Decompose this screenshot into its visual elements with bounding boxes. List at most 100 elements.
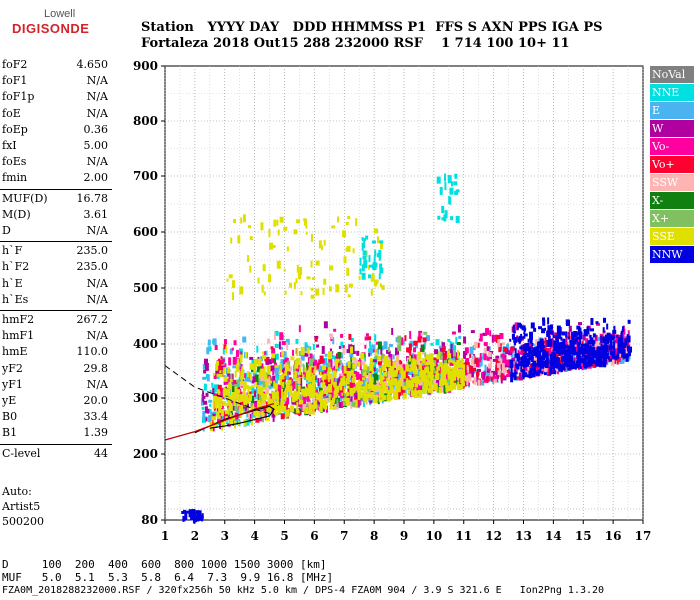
echo-mark-w	[567, 331, 571, 339]
echo-mark-nne	[207, 346, 212, 352]
echo-mark-sse	[236, 401, 240, 407]
param-row-hf2: h`F2 235.0	[2, 260, 108, 276]
echo-mark-sse	[430, 361, 435, 370]
echo-mark-nne	[436, 176, 441, 184]
echo-mark-nnw	[627, 349, 631, 357]
echo-mark-vo	[214, 344, 218, 350]
echo-mark-sse	[238, 406, 242, 414]
echo-mark-nne	[379, 263, 383, 269]
echo-mark-nnw	[192, 509, 195, 518]
echo-mark-e	[242, 336, 247, 343]
echo-mark-sse	[304, 367, 307, 373]
x-tick-label: 1	[161, 529, 169, 543]
echo-mark-sse	[226, 278, 229, 282]
echo-mark-vo	[409, 330, 412, 339]
echo-mark-vo	[232, 356, 237, 365]
echo-mark-sse	[452, 372, 457, 381]
echo-mark-sse	[274, 364, 279, 368]
legend-item-nne: NNE	[650, 84, 694, 101]
echo-mark-vo	[474, 357, 479, 366]
echo-mark-nnw	[579, 349, 584, 353]
param-row-hf: h`F 235.0	[2, 244, 108, 260]
echo-mark-nnw	[550, 324, 554, 330]
legend-item-vo: Vo+	[650, 156, 694, 173]
echo-mark-vo	[413, 340, 418, 346]
echo-mark-sse	[321, 377, 325, 381]
echo-mark-sse	[343, 389, 346, 393]
echo-mark-e	[333, 378, 338, 384]
echo-mark-nnw	[577, 341, 581, 348]
echo-mark-sse	[457, 384, 461, 390]
echo-mark-e	[279, 346, 283, 350]
echo-mark-nnw	[588, 353, 591, 360]
echo-mark-sse	[304, 392, 308, 397]
echo-mark-x	[420, 344, 425, 352]
echo-mark-nnw	[531, 367, 536, 372]
echo-mark-sse	[426, 384, 429, 390]
echo-mark-nne	[340, 341, 344, 349]
echo-mark-ssw	[498, 362, 501, 370]
echo-mark-nne	[364, 257, 367, 264]
echo-mark-sse	[353, 387, 357, 392]
echo-mark-vo	[375, 341, 379, 345]
echo-mark-sse	[328, 373, 333, 378]
echo-mark-nnw	[624, 354, 627, 358]
echo-mark-e	[202, 410, 206, 419]
legend-item-e: E	[650, 102, 694, 119]
echo-mark-sse	[305, 372, 310, 381]
echo-mark-vo	[297, 412, 302, 416]
echo-mark-sse	[391, 374, 396, 378]
echo-mark-nnw	[602, 327, 605, 333]
param-label: foEp	[2, 122, 28, 136]
echo-mark-nne	[202, 364, 205, 370]
echo-mark-sse	[308, 402, 311, 411]
echo-mark-w	[573, 357, 576, 362]
param-label: yF1	[2, 377, 23, 391]
echo-mark-vo	[352, 370, 357, 376]
echo-mark-vo	[551, 340, 554, 349]
echo-mark-e	[251, 411, 254, 418]
echo-mark-nnw	[531, 372, 536, 378]
echo-mark-nne	[374, 263, 378, 268]
echo-mark-nnw	[522, 369, 526, 378]
echo-mark-sse	[308, 366, 312, 375]
echo-mark-nnw	[545, 355, 549, 364]
echo-mark-nnw	[539, 350, 542, 359]
echo-mark-w	[346, 349, 351, 354]
echo-mark-x	[432, 360, 437, 367]
echo-mark-sse	[401, 370, 406, 379]
echo-mark-x	[256, 366, 261, 373]
echo-mark-nnw	[544, 350, 547, 357]
echo-mark-nnw	[612, 329, 617, 334]
echo-mark-ssw	[367, 371, 370, 378]
echo-mark-nnw	[528, 361, 531, 365]
param-label: D	[2, 224, 11, 237]
echo-mark-sse	[352, 373, 356, 381]
echo-mark-nne	[453, 181, 458, 186]
y-tick-label: 800	[133, 114, 158, 128]
echo-mark-vo	[301, 398, 306, 402]
echo-mark-nnw	[583, 346, 587, 353]
echo-mark-sse	[347, 360, 351, 368]
echo-mark-vo	[342, 345, 345, 349]
echo-mark-ssw	[266, 378, 271, 385]
echo-mark-x	[292, 364, 296, 373]
echo-mark-sse	[438, 386, 442, 393]
echo-mark-e	[361, 380, 366, 388]
echo-mark-sse	[324, 401, 328, 410]
echo-mark-sse	[446, 350, 450, 359]
echo-mark-sse	[279, 379, 282, 386]
echo-mark-nnw	[539, 343, 544, 352]
echo-mark-nnw	[565, 331, 568, 338]
echo-mark-e	[388, 343, 393, 347]
echo-mark-sse	[284, 390, 288, 398]
echo-mark-sse	[416, 360, 419, 365]
echo-mark-nnw	[608, 358, 612, 362]
echo-mark-sse	[259, 404, 262, 408]
param-label: MUF(D)	[2, 191, 48, 205]
echo-mark-sse	[426, 355, 430, 360]
echo-mark-nnw	[552, 353, 555, 360]
echo-mark-nne	[213, 411, 217, 416]
echo-mark-sse	[328, 351, 333, 360]
echo-mark-nnw	[539, 338, 544, 344]
